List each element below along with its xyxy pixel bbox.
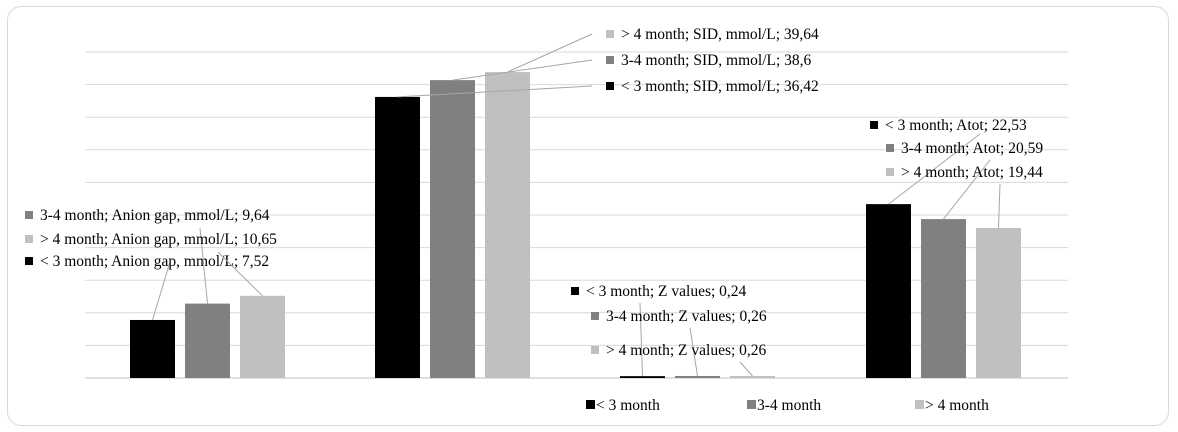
bar-3-2 [976, 227, 1021, 378]
legend-label: > 4 month [925, 397, 989, 414]
legend-label: 3-4 month [757, 397, 821, 414]
leader-line [507, 33, 593, 73]
leader-line [739, 361, 753, 377]
bar-2-1 [675, 375, 720, 378]
data-label: 3-4 month; Atot; 20,59 [901, 140, 1043, 157]
bar-2-0 [620, 376, 665, 378]
data-label: > 4 month; Z values; 0,26 [606, 342, 767, 359]
label-marker [591, 312, 599, 320]
bar-3-1 [921, 219, 966, 378]
leader-line [217, 251, 263, 297]
legend-swatch [747, 400, 756, 409]
leader-line [689, 327, 698, 377]
data-label: < 3 month; Atot; 22,53 [885, 117, 1027, 134]
leader-line [888, 133, 981, 205]
data-label: > 4 month; Anion gap, mmol/L; 10,65 [40, 231, 277, 248]
leader-line [152, 261, 171, 321]
label-marker [571, 287, 579, 295]
label-marker [591, 346, 599, 354]
data-label: < 3 month; Anion gap, mmol/L; 7,52 [40, 253, 269, 270]
bar-0-0 [130, 319, 175, 378]
bar-0-1 [185, 303, 230, 378]
data-label: 3-4 month; SID, mmol/L; 38,6 [621, 52, 812, 69]
label-marker [25, 211, 33, 219]
label-marker [25, 235, 33, 243]
label-marker [606, 82, 614, 90]
bar-1-0 [375, 96, 420, 378]
data-label: 3-4 month; Anion gap, mmol/L; 9,64 [40, 207, 270, 224]
data-label: > 4 month; Atot; 19,44 [901, 164, 1043, 181]
leader-line [943, 159, 991, 220]
legend-swatch [586, 400, 595, 409]
data-label: < 3 month; Z values; 0,24 [586, 283, 747, 300]
bar-1-1 [430, 80, 475, 378]
leader-line [199, 227, 208, 304]
leader-line [998, 183, 1001, 228]
label-marker [606, 30, 614, 38]
label-marker [886, 168, 894, 176]
legend-swatch [915, 400, 924, 409]
label-marker [606, 56, 614, 64]
bar-1-2 [485, 72, 530, 378]
bar-0-2 [240, 295, 285, 378]
leader-line [397, 85, 593, 98]
data-label: < 3 month; SID, mmol/L; 36,42 [621, 78, 819, 95]
label-marker [25, 257, 33, 265]
label-marker [870, 121, 878, 129]
legend-label: < 3 month [596, 397, 660, 414]
data-label: 3-4 month; Z values; 0,26 [606, 308, 767, 325]
leader-line [639, 302, 643, 377]
leader-line [452, 59, 593, 81]
bar-3-0 [866, 204, 911, 378]
label-marker [886, 144, 894, 152]
data-label: > 4 month; SID, mmol/L; 39,64 [621, 26, 819, 43]
bar-2-2 [730, 375, 775, 378]
